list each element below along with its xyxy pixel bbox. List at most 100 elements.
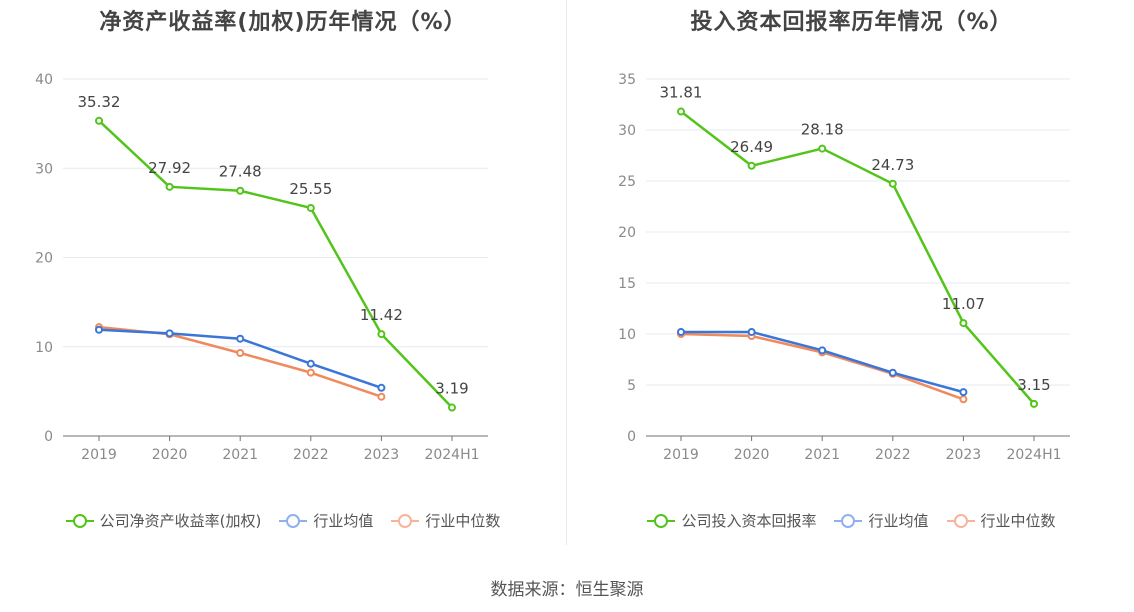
x-tick-label: 2022 xyxy=(293,447,329,463)
data-point xyxy=(95,325,103,334)
roe-chart-title: 净资产收益率(加权)历年情况（%） xyxy=(99,10,467,35)
data-point xyxy=(959,395,968,404)
data-point xyxy=(377,392,386,401)
x-tick-label: 2021 xyxy=(222,447,258,463)
x-tick-label: 2024H1 xyxy=(424,447,479,463)
data-point xyxy=(747,161,756,170)
y-tick-label: 5 xyxy=(627,378,636,394)
data-point xyxy=(677,107,685,116)
legend-marker-icon xyxy=(946,513,975,528)
x-tick-label: 2023 xyxy=(946,447,982,463)
data-label: 35.32 xyxy=(78,93,121,111)
data-point xyxy=(306,368,315,377)
data-point xyxy=(677,327,685,336)
x-tick-label: 2020 xyxy=(734,447,770,463)
series-line xyxy=(680,332,964,401)
data-label: 28.18 xyxy=(801,121,844,139)
data-point xyxy=(747,327,756,336)
data-point xyxy=(306,203,315,212)
series-line xyxy=(98,119,453,409)
data-label: 26.49 xyxy=(730,138,773,156)
roe-legend: 公司净资产收益率(加权) 行业均值 行业中位数 xyxy=(0,510,566,531)
x-tick-label: 2023 xyxy=(364,447,400,463)
data-point xyxy=(959,388,968,397)
data-label: 3.15 xyxy=(1017,376,1050,394)
data-point xyxy=(236,334,245,343)
data-point xyxy=(165,329,174,338)
legend-label: 行业均值 xyxy=(313,512,374,530)
data-point xyxy=(95,116,103,125)
legend-ring xyxy=(841,513,856,528)
data-label: 3.19 xyxy=(435,380,468,398)
data-label: 27.92 xyxy=(148,159,191,177)
data-point xyxy=(448,403,456,412)
data-point xyxy=(236,348,245,357)
legend-item-industry-mean[interactable]: 行业均值 xyxy=(279,510,373,531)
legend-marker-icon xyxy=(65,513,94,528)
data-point xyxy=(888,368,897,377)
data-point xyxy=(818,346,827,355)
data-point xyxy=(818,144,827,153)
data-label: 25.55 xyxy=(289,180,332,198)
roe-chart: 0 10 20 30 40 2019 2020 2021 2022 2023 2024H1 35.32… xyxy=(35,72,488,463)
y-tick-label: 0 xyxy=(44,429,53,445)
legend-label: 行业中位数 xyxy=(425,512,501,530)
legend-label: 公司投入资本回报率 xyxy=(681,512,817,530)
data-point xyxy=(377,383,386,392)
legend-label: 行业均值 xyxy=(868,512,929,530)
data-label: 11.07 xyxy=(942,295,985,313)
y-tick-label: 15 xyxy=(618,276,636,292)
y-tick-label: 0 xyxy=(627,429,636,445)
data-point xyxy=(959,319,968,328)
legend-marker-icon xyxy=(647,513,676,528)
y-tick-label: 40 xyxy=(35,72,53,88)
legend-label: 行业中位数 xyxy=(980,512,1056,530)
roe-chart-panel: 净资产收益率(加权)历年情况（%） 0 10 20 30 40 2019 2020 2021 2… xyxy=(0,0,566,545)
y-tick-label: 10 xyxy=(618,327,636,343)
roic-chart: 0 5 10 15 20 25 30 35 2019 2020 2021 2022 2023 2024H1… xyxy=(618,72,1070,463)
data-point xyxy=(306,359,315,368)
legend-marker-icon xyxy=(391,513,420,528)
y-tick-label: 20 xyxy=(35,251,53,267)
data-label: 31.81 xyxy=(660,84,703,102)
roic-chart-title: 投入资本回报率历年情况（%） xyxy=(690,10,1013,35)
legend-ring xyxy=(72,513,87,528)
data-point xyxy=(888,179,897,188)
legend-item-industry-mean[interactable]: 行业均值 xyxy=(834,510,929,531)
legend-item-company-roic[interactable]: 公司投入资本回报率 xyxy=(647,510,816,531)
legend-label: 公司净资产收益率(加权) xyxy=(99,512,262,530)
data-label: 11.42 xyxy=(360,306,403,324)
legend-item-company-roe[interactable]: 公司净资产收益率(加权) xyxy=(65,510,262,531)
x-tick-label: 2020 xyxy=(152,447,188,463)
series-line xyxy=(680,110,1035,405)
y-tick-label: 25 xyxy=(618,174,636,190)
y-tick-label: 20 xyxy=(618,225,636,241)
panel-divider xyxy=(566,0,567,545)
data-label: 24.73 xyxy=(871,156,914,174)
y-tick-label: 10 xyxy=(35,340,53,356)
data-point xyxy=(236,186,245,195)
legend-item-industry-median[interactable]: 行业中位数 xyxy=(946,510,1056,531)
legend-ring xyxy=(286,513,301,528)
y-tick-label: 35 xyxy=(618,72,636,88)
data-label: 27.48 xyxy=(219,163,262,181)
legend-ring xyxy=(398,513,413,528)
legend-ring xyxy=(953,513,968,528)
legend-marker-icon xyxy=(834,513,863,528)
data-point xyxy=(377,330,386,339)
data-point xyxy=(1030,399,1038,408)
x-tick-label: 2021 xyxy=(804,447,840,463)
legend-ring xyxy=(654,513,669,528)
x-tick-label: 2019 xyxy=(81,447,117,463)
y-tick-label: 30 xyxy=(618,123,636,139)
legend-marker-icon xyxy=(279,513,308,528)
data-source: 数据来源：恒生聚源 xyxy=(490,580,644,600)
x-tick-label: 2022 xyxy=(875,447,911,463)
y-tick-label: 30 xyxy=(35,161,53,177)
roic-legend: 公司投入资本回报率 行业均值 行业中位数 xyxy=(569,510,1134,531)
x-tick-label: 2024H1 xyxy=(1006,447,1061,463)
roic-chart-panel: 投入资本回报率历年情况（%） 0 5 10 15 20 25 30 35 2019 2020 202… xyxy=(569,0,1134,545)
legend-item-industry-median[interactable]: 行业中位数 xyxy=(391,510,500,531)
x-tick-label: 2019 xyxy=(663,447,699,463)
data-point xyxy=(165,182,174,191)
